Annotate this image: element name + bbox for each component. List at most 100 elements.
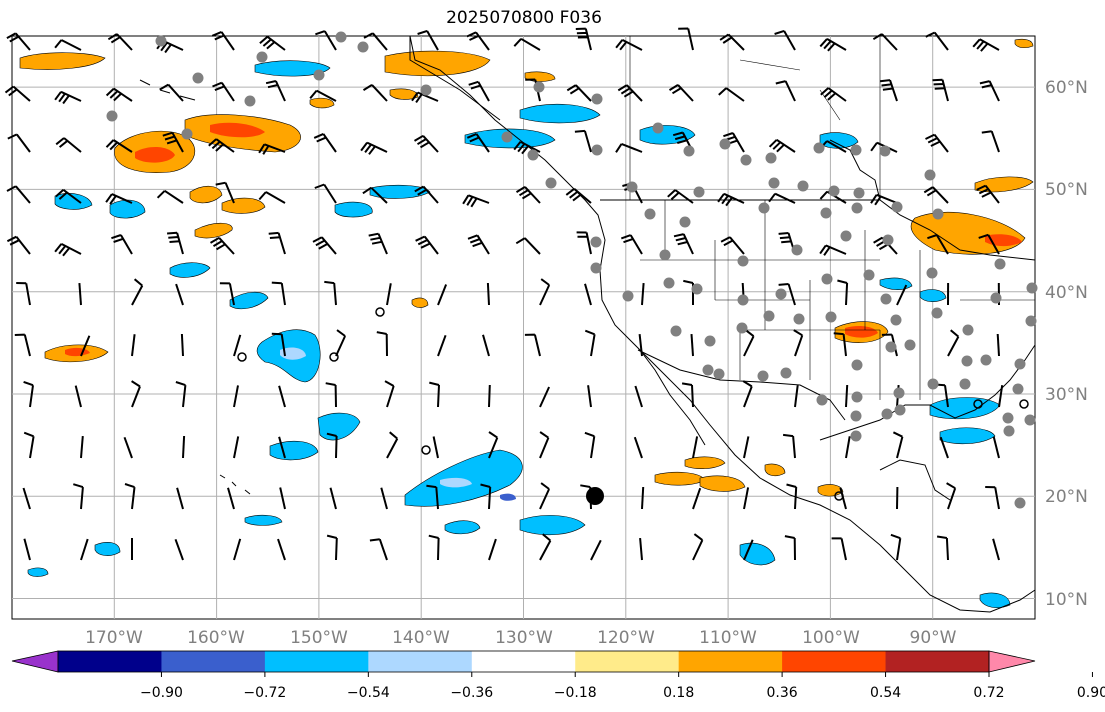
negative-anomaly-patch xyxy=(879,277,913,290)
station-dot xyxy=(590,262,602,274)
colorbar-tick-label: −0.90 xyxy=(140,685,183,701)
wind-barb xyxy=(584,329,596,357)
wind-barb xyxy=(233,538,242,561)
station-dot xyxy=(797,180,809,192)
wind-barb xyxy=(768,192,796,204)
wind-barb xyxy=(539,431,550,459)
station-dot xyxy=(1014,358,1026,370)
colorbar-segment xyxy=(885,651,990,672)
wind-barb xyxy=(467,234,490,255)
negative-anomaly-patch xyxy=(979,592,1011,609)
wind-barb xyxy=(23,380,34,408)
strong-positive-anomaly-patch xyxy=(845,325,878,338)
wind-barb xyxy=(668,84,694,102)
wind-barb xyxy=(384,380,395,408)
wind-barb xyxy=(6,32,31,51)
wind-barb xyxy=(54,39,82,51)
wind-barb xyxy=(7,133,31,153)
wind-barb xyxy=(123,436,133,459)
station-dot xyxy=(853,187,865,199)
station-dot xyxy=(863,269,875,281)
yucatan-coastline xyxy=(879,459,951,501)
station-dot xyxy=(821,273,833,285)
station-dot xyxy=(644,208,656,220)
station-dot xyxy=(652,122,664,134)
station-dot xyxy=(693,186,705,198)
wind-barb xyxy=(972,38,1000,52)
station-dot xyxy=(244,95,256,107)
latitude-labels: 60°N 50°N 40°N 30°N 20°N 10°N xyxy=(1045,78,1088,610)
wind-barb xyxy=(480,483,492,510)
wind-barb xyxy=(718,87,745,102)
lat-label: 50°N xyxy=(1045,180,1088,200)
wind-barb xyxy=(233,436,240,459)
station-dot xyxy=(926,267,938,279)
wind-barb xyxy=(386,283,392,306)
wind-barb xyxy=(182,435,186,459)
wind-barb xyxy=(131,380,141,408)
station-dot xyxy=(256,51,268,63)
wind-barb xyxy=(775,80,796,102)
colorbar-segment xyxy=(782,651,887,672)
colorbar-segment xyxy=(471,651,576,672)
station-dot xyxy=(736,322,748,334)
station-dot xyxy=(885,341,897,353)
negative-anomaly-patch xyxy=(919,289,947,302)
wind-barb xyxy=(417,29,439,51)
colorbar-outline xyxy=(57,650,990,673)
station-dot xyxy=(890,314,902,326)
station-dot xyxy=(932,208,944,220)
positive-anomaly-patch xyxy=(384,50,491,77)
lat-label: 20°N xyxy=(1045,487,1088,507)
wind-barb xyxy=(768,138,796,153)
wind-barb xyxy=(925,31,949,51)
calm-wind-markers xyxy=(237,307,1029,501)
wind-barb xyxy=(673,233,694,255)
negative-anomaly-patch xyxy=(254,60,331,77)
wind-barb xyxy=(415,235,439,255)
station-dot xyxy=(879,145,891,157)
wind-barb xyxy=(890,533,902,561)
wind-barb xyxy=(368,232,388,255)
station-dot xyxy=(881,408,893,420)
wind-barb xyxy=(73,483,84,510)
wind-barb xyxy=(845,436,851,459)
colorbar-segment xyxy=(678,651,783,672)
wind-barb xyxy=(175,381,187,408)
wind-barb xyxy=(743,436,750,459)
station-dot xyxy=(737,255,749,267)
station-dot xyxy=(670,325,682,337)
station-dot xyxy=(533,81,545,93)
wind-barb xyxy=(566,84,592,102)
station-dot xyxy=(851,391,863,403)
wind-barb xyxy=(326,432,338,459)
lon-label: 170°W xyxy=(85,628,143,648)
wind-barb xyxy=(617,84,643,102)
positive-anomaly-patch xyxy=(309,97,335,109)
wind-barb xyxy=(258,191,286,204)
colorbar-tick-label: −0.36 xyxy=(450,685,493,701)
wind-barb xyxy=(870,193,898,206)
wind-barb xyxy=(873,236,898,255)
station-dot xyxy=(740,154,752,166)
wind-barb xyxy=(107,33,133,51)
wind-barb xyxy=(488,384,491,408)
wind-barb xyxy=(482,334,490,357)
wind-barb xyxy=(923,186,949,204)
negative-anomaly-patch xyxy=(94,542,121,556)
wind-barb xyxy=(175,283,184,306)
station-dot xyxy=(1012,383,1024,395)
wind-barb xyxy=(233,385,239,408)
wind-barb-layer xyxy=(4,27,1004,561)
negative-anomaly-core xyxy=(500,493,516,501)
wind-barb xyxy=(258,143,286,155)
wind-barb xyxy=(639,538,643,561)
wind-barb xyxy=(363,32,388,51)
colorbar-lower-extension xyxy=(11,650,59,673)
station-dot xyxy=(891,201,903,213)
wind-barb xyxy=(468,80,490,102)
wind-barb xyxy=(515,186,541,204)
station-dot xyxy=(626,181,638,193)
station-dot xyxy=(420,84,432,96)
station-dot xyxy=(791,244,803,256)
